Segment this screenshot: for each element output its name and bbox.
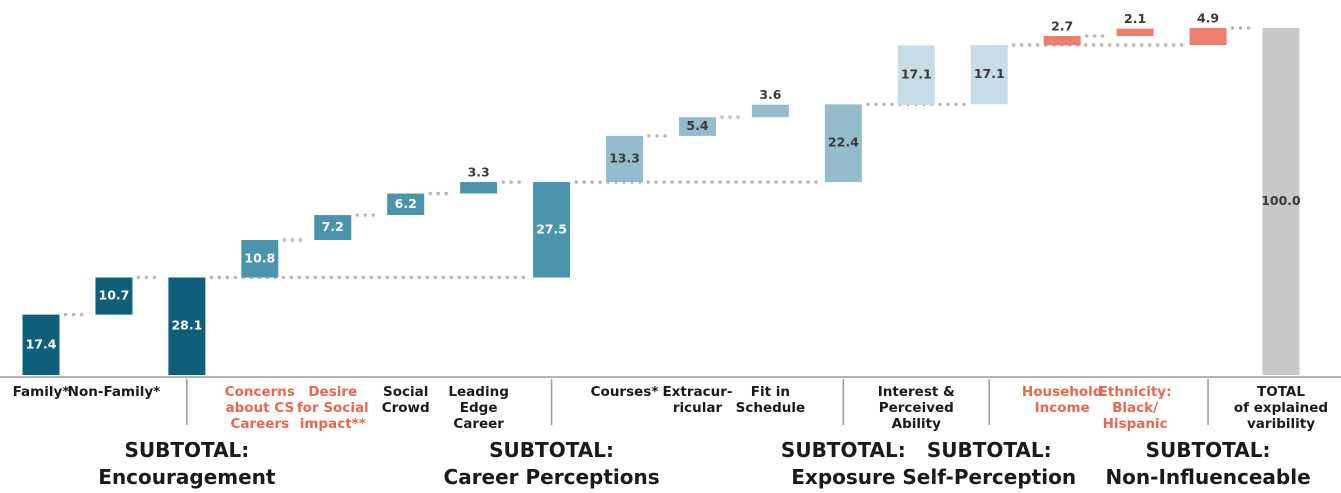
x-tick-label: Leading Edge Career (448, 384, 508, 432)
x-tick-label: Concerns about CS Careers (225, 384, 295, 432)
bar (533, 182, 571, 278)
x-tick-label-line: Ability (892, 416, 941, 432)
x-tick-label-line: of explained (1234, 400, 1328, 416)
value-label: 2.7 (1051, 18, 1073, 33)
x-tick-label: SUBTOTAL: Exposure (781, 438, 906, 489)
bar (314, 215, 352, 241)
x-tick-label-line: Black/ (1112, 400, 1158, 416)
x-tick-label-line: Schedule (736, 400, 806, 416)
x-tick-label-line: SUBTOTAL: (489, 438, 614, 462)
bar (751, 104, 789, 118)
value-label: 4.9 (1197, 11, 1219, 26)
x-tick-label-line: Self-Perception (902, 465, 1076, 489)
x-tick-label-line: Perceived (879, 400, 954, 416)
value-label: 3.6 (759, 87, 781, 102)
value-label: 6.2 (395, 196, 417, 211)
x-tick-label: Social Crowd (382, 384, 430, 416)
x-tick-label-line: Fit in (751, 384, 790, 400)
x-tick-label-line: Ethnicity: (1099, 384, 1172, 400)
value-label: 5.4 (686, 118, 708, 133)
bar (1116, 28, 1154, 36)
value-label: 2.1 (1124, 11, 1146, 26)
value-label: 28.1 (171, 318, 202, 333)
bar (970, 45, 1008, 105)
x-tick-label-line: Non-Influenceable (1105, 465, 1310, 489)
value-label: 10.8 (244, 250, 275, 265)
x-tick-label-line: Career Perceptions (444, 465, 660, 489)
x-tick-label: Non-Family* (68, 384, 161, 400)
bar (678, 117, 716, 136)
bar (1189, 28, 1227, 46)
value-label: 27.5 (536, 221, 567, 236)
bar (168, 277, 206, 375)
x-tick-label: SUBTOTAL: Self-Perception (902, 438, 1076, 489)
x-tick-label-line: SUBTOTAL: (124, 438, 249, 462)
x-tick-label: Ethnicity: Black/Hispanic (1099, 384, 1172, 432)
x-tick-label-line: Non-Family* (68, 384, 161, 400)
value-label: 22.4 (828, 135, 859, 150)
bar (241, 240, 279, 278)
x-tick-label-line: Edge (460, 400, 498, 416)
value-label: 100.0 (1261, 193, 1301, 208)
x-tick-label: Interest & Perceived Ability (878, 384, 955, 432)
x-tick-label: SUBTOTAL: Encouragement (98, 438, 276, 489)
x-tick-label-line: SUBTOTAL: (781, 438, 906, 462)
bar (95, 277, 133, 315)
x-tick-label-line: Concerns (225, 384, 295, 400)
value-label: 17.4 (26, 336, 57, 351)
x-tick-label-line: Family* (13, 384, 70, 400)
bar (1043, 35, 1081, 46)
bar (606, 135, 644, 183)
x-tick-label-line: SUBTOTAL: (1146, 438, 1271, 462)
x-tick-label-line: Hispanic (1103, 416, 1168, 432)
x-tick-label: SUBTOTAL: Career Perceptions (444, 438, 660, 489)
x-tick-label-line: for Social (297, 400, 369, 416)
bar (824, 104, 862, 183)
bar (387, 193, 425, 216)
x-tick-label-line: about CS (225, 400, 294, 416)
value-label: 17.1 (901, 67, 932, 82)
x-tick-label: Family* (13, 384, 70, 400)
x-tick-label-line: Courses* (591, 384, 659, 400)
x-tick-label-line: Encouragement (98, 465, 276, 489)
x-tick-label: SUBTOTAL: Non-Influenceable (1105, 438, 1310, 489)
value-label: 7.2 (322, 219, 344, 234)
x-tick-label-line: Exposure (791, 465, 895, 489)
bar (22, 314, 60, 375)
x-tick-label-line: Crowd (382, 400, 430, 416)
x-tick-label: TOTAL of explained varibility (1234, 384, 1328, 432)
bar (460, 182, 498, 194)
x-tick-label-line: TOTAL (1257, 384, 1305, 400)
x-tick-label-line: Extracur- (662, 384, 732, 400)
x-tick-label: Desire for Social impact** (297, 384, 369, 432)
bar (1262, 28, 1300, 375)
x-tick-label-line: SUBTOTAL: (927, 438, 1052, 462)
x-tick-label-line: Leading (448, 384, 508, 400)
x-tick-label-line: Interest & (878, 384, 955, 400)
x-tick-label: Fit in Schedule (736, 384, 806, 416)
value-label: 3.3 (468, 165, 490, 180)
x-tick-label-line: varibility (1247, 416, 1315, 432)
x-tick-label-line: Household (1022, 384, 1103, 400)
x-tick-label-line: Career (453, 416, 504, 432)
x-tick-label-line: impact** (300, 416, 366, 432)
x-tick-label: Courses* (591, 384, 659, 400)
value-label: 10.7 (99, 288, 130, 303)
x-tick-label: Extracur-ricular (662, 384, 732, 416)
value-label: 17.1 (974, 66, 1005, 81)
x-tick-label-line: Income (1035, 400, 1090, 416)
x-tick-label-line: Desire (308, 384, 357, 400)
value-label: 13.3 (609, 150, 640, 165)
x-tick-label-line: Careers (230, 416, 289, 432)
x-tick-label: Household Income (1022, 384, 1103, 416)
bar (897, 45, 935, 105)
x-tick-label-line: ricular (673, 400, 723, 416)
x-tick-label-line: Social (383, 384, 428, 400)
